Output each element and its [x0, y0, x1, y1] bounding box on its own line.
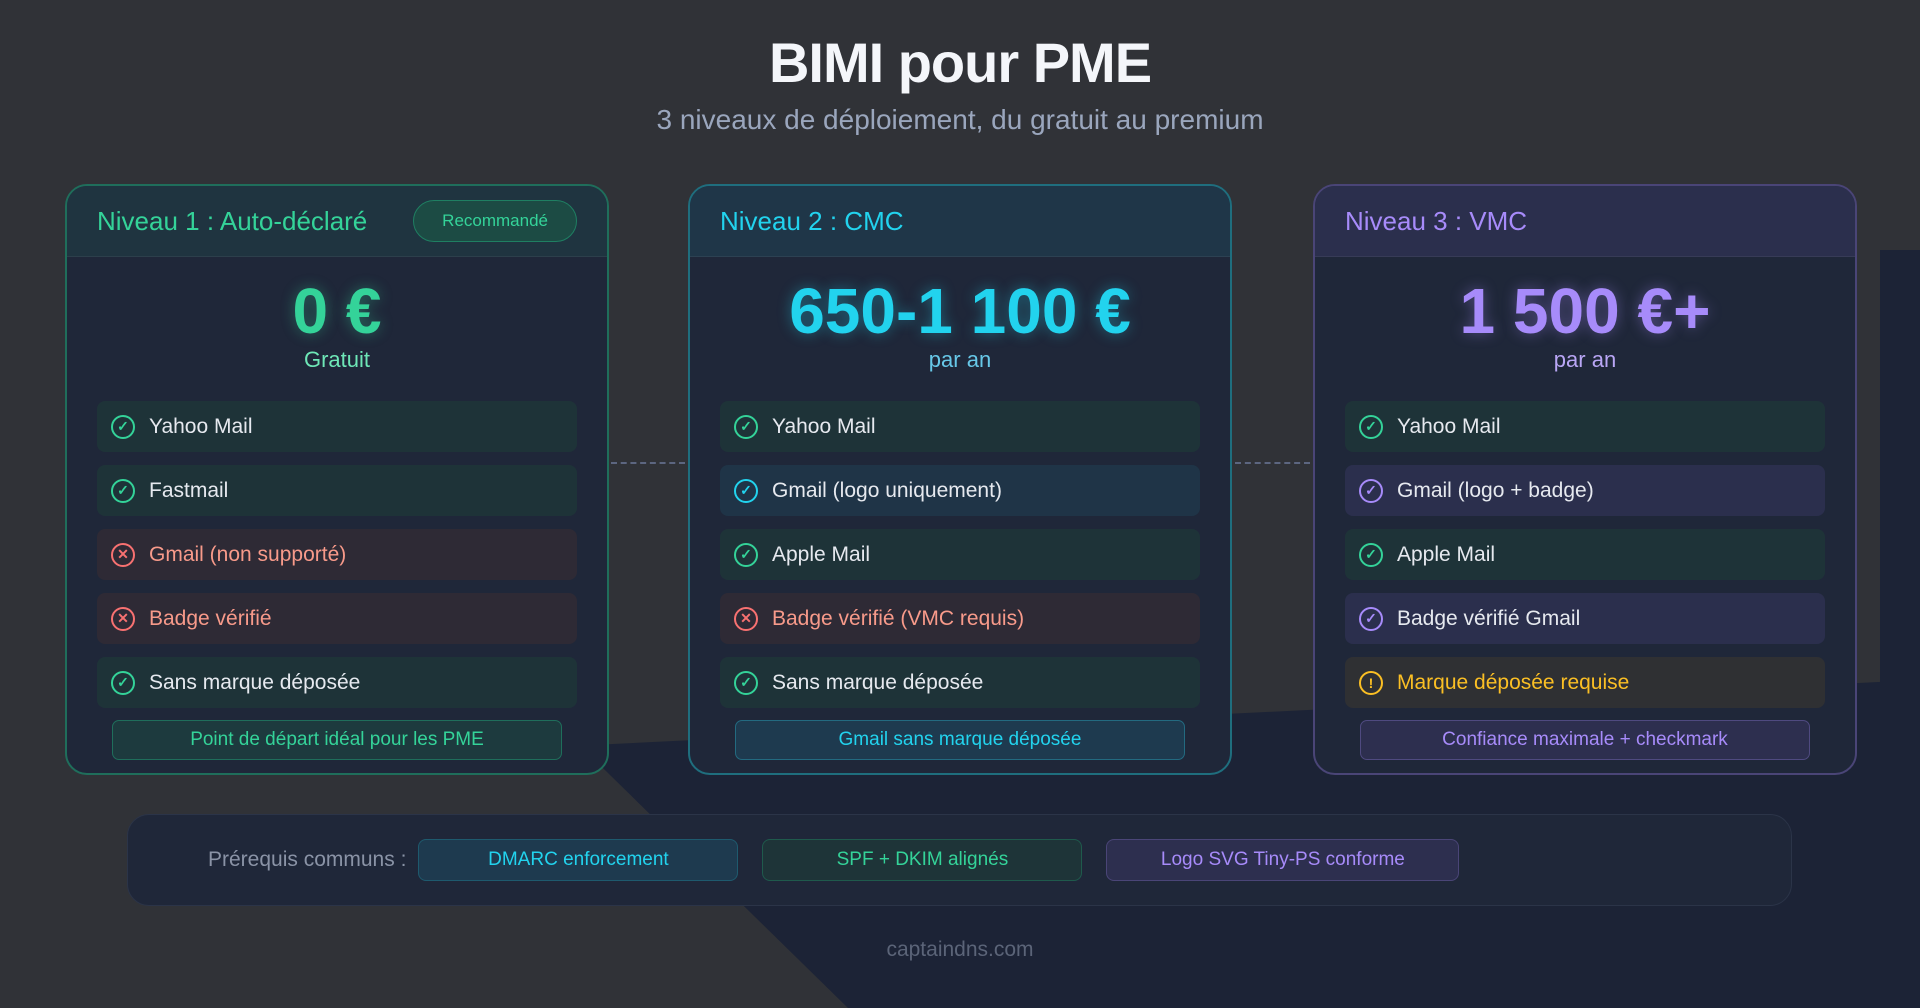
tier-price: 0 € — [292, 275, 382, 347]
tier-title: Niveau 3 : VMC — [1345, 205, 1528, 236]
tier-title: Niveau 1 : Auto-déclaré — [97, 205, 368, 236]
feature-label: Gmail (logo uniquement) — [772, 478, 1002, 502]
recommended-badge: Recommandé — [413, 200, 577, 242]
feature-row: ✓ Badge vérifié Gmail — [1345, 593, 1825, 644]
connector-arrow — [1235, 462, 1310, 464]
tier-card-1: Niveau 1 : Auto-déclaré Recommandé 0 € G… — [65, 184, 609, 775]
feature-row: ✕ Gmail (non supporté) — [97, 529, 577, 580]
feature-row: ✓ Apple Mail — [1345, 529, 1825, 580]
check-circle-icon: ✓ — [111, 414, 135, 439]
cross-circle-icon: ✕ — [111, 606, 135, 631]
feature-row: ✓ Fastmail — [97, 465, 577, 516]
tier-footer-note: Confiance maximale + checkmark — [1360, 720, 1810, 760]
tier-header: Niveau 1 : Auto-déclaré Recommandé — [67, 186, 607, 257]
page-subtitle: 3 niveaux de déploiement, du gratuit au … — [656, 104, 1264, 135]
feature-label: Yahoo Mail — [772, 414, 876, 438]
feature-row: ✓ Apple Mail — [720, 529, 1200, 580]
prereq-dmarc: DMARC enforcement — [418, 839, 739, 881]
tier-title: Niveau 2 : CMC — [720, 205, 904, 236]
tier-period: par an — [928, 347, 992, 372]
check-circle-icon: ✓ — [734, 414, 758, 439]
check-circle-icon: ✓ — [734, 542, 758, 567]
feature-label: Badge vérifié — [149, 606, 272, 630]
site-credit: captaindns.com — [886, 938, 1034, 961]
tier-card-3: Niveau 3 : VMC 1 500 €+ par an ✓ Yahoo M… — [1313, 184, 1857, 775]
check-circle-icon: ✓ — [111, 478, 135, 503]
warning-icon: ! — [1359, 670, 1383, 695]
feature-label: Apple Mail — [1397, 542, 1496, 566]
feature-list: ✓ Yahoo Mail ✓ Gmail (logo + badge) ✓ Ap… — [1345, 401, 1825, 721]
feature-label: Apple Mail — [772, 542, 871, 566]
feature-row: ✕ Badge vérifié (VMC requis) — [720, 593, 1200, 644]
feature-list: ✓ Yahoo Mail ✓ Fastmail ✕ Gmail (non sup… — [97, 401, 577, 721]
prereq-logo-svg: Logo SVG Tiny-PS conforme — [1106, 839, 1460, 881]
tier-card-2: Niveau 2 : CMC 650-1 100 € par an ✓ Yaho… — [688, 184, 1232, 775]
feature-label: Gmail (logo + badge) — [1397, 478, 1594, 502]
feature-list: ✓ Yahoo Mail ✓ Gmail (logo uniquement) ✓… — [720, 401, 1200, 721]
feature-row: ✓ Gmail (logo uniquement) — [720, 465, 1200, 516]
cross-circle-icon: ✕ — [734, 606, 758, 631]
background-shape — [1880, 250, 1920, 750]
tier-header: Niveau 2 : CMC — [690, 186, 1230, 257]
feature-row: ✓ Sans marque déposée — [97, 657, 577, 708]
feature-label: Marque déposée requise — [1397, 670, 1630, 694]
feature-row: ✓ Yahoo Mail — [1345, 401, 1825, 452]
tier-header: Niveau 3 : VMC — [1315, 186, 1855, 257]
feature-label: Fastmail — [149, 478, 229, 502]
feature-label: Sans marque déposée — [149, 670, 361, 694]
feature-row: ✓ Sans marque déposée — [720, 657, 1200, 708]
tier-footer-note: Gmail sans marque déposée — [735, 720, 1185, 760]
feature-label: Yahoo Mail — [1397, 414, 1501, 438]
check-circle-icon: ✓ — [734, 670, 758, 695]
prerequisites-bar: Prérequis communs : DMARC enforcement SP… — [127, 814, 1792, 906]
check-circle-icon: ✓ — [1359, 542, 1383, 567]
feature-row: ✓ Gmail (logo + badge) — [1345, 465, 1825, 516]
cross-circle-icon: ✕ — [111, 542, 135, 567]
check-circle-icon: ✓ — [734, 478, 758, 503]
feature-row: ✕ Badge vérifié — [97, 593, 577, 644]
feature-label: Badge vérifié (VMC requis) — [772, 606, 1025, 630]
check-circle-icon: ✓ — [1359, 478, 1383, 503]
prereq-spf-dkim: SPF + DKIM alignés — [762, 839, 1083, 881]
feature-row: ! Marque déposée requise — [1345, 657, 1825, 708]
feature-row: ✓ Yahoo Mail — [720, 401, 1200, 452]
tier-price: 650-1 100 € — [789, 275, 1131, 347]
tier-period: Gratuit — [303, 347, 371, 372]
check-circle-icon: ✓ — [111, 670, 135, 695]
tier-period: par an — [1553, 347, 1617, 372]
tier-price: 1 500 €+ — [1459, 275, 1711, 347]
connector-arrow — [611, 462, 685, 464]
check-circle-icon: ✓ — [1359, 606, 1383, 631]
feature-label: Badge vérifié Gmail — [1397, 606, 1581, 630]
check-circle-icon: ✓ — [1359, 414, 1383, 439]
page-title: BIMI pour PME — [768, 31, 1152, 94]
feature-label: Yahoo Mail — [149, 414, 253, 438]
feature-label: Sans marque déposée — [772, 670, 984, 694]
feature-row: ✓ Yahoo Mail — [97, 401, 577, 452]
prerequisites-label: Prérequis communs : — [208, 848, 407, 871]
feature-label: Gmail (non supporté) — [149, 542, 347, 566]
tier-footer-note: Point de départ idéal pour les PME — [112, 720, 562, 760]
